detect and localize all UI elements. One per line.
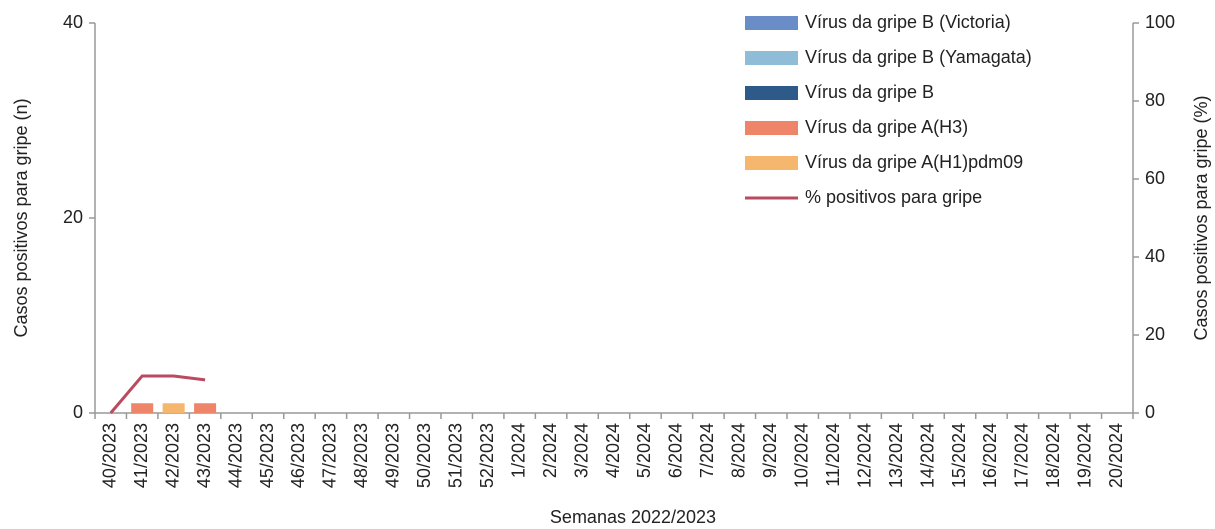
y-axis-label: Casos positivos para gripe (n) bbox=[11, 98, 31, 337]
y2-tick-label: 100 bbox=[1145, 12, 1175, 32]
legend-label: % positivos para gripe bbox=[805, 187, 982, 207]
x-tick-label: 8/2024 bbox=[729, 423, 749, 478]
x-tick-label: 16/2024 bbox=[980, 423, 1000, 488]
legend-label: Vírus da gripe B (Yamagata) bbox=[805, 47, 1032, 67]
x-tick-label: 20/2024 bbox=[1106, 423, 1126, 488]
x-tick-label: 2/2024 bbox=[540, 423, 560, 478]
y2-tick-label: 20 bbox=[1145, 324, 1165, 344]
x-tick-label: 44/2023 bbox=[225, 423, 245, 488]
x-tick-label: 52/2023 bbox=[477, 423, 497, 488]
x-tick-label: 49/2023 bbox=[383, 423, 403, 488]
legend-label: Vírus da gripe A(H1)pdm09 bbox=[805, 152, 1023, 172]
x-tick-label: 40/2023 bbox=[99, 423, 119, 488]
y2-tick-label: 0 bbox=[1145, 402, 1155, 422]
x-tick-label: 46/2023 bbox=[288, 423, 308, 488]
x-tick-label: 50/2023 bbox=[414, 423, 434, 488]
y2-tick-label: 40 bbox=[1145, 246, 1165, 266]
x-tick-label: 6/2024 bbox=[666, 423, 686, 478]
legend-swatch bbox=[745, 121, 798, 135]
x-tick-label: 19/2024 bbox=[1075, 423, 1095, 488]
bar bbox=[194, 403, 217, 413]
x-tick-label: 1/2024 bbox=[508, 423, 528, 478]
x-tick-label: 4/2024 bbox=[603, 423, 623, 478]
line bbox=[109, 374, 206, 414]
y-tick-label: 40 bbox=[63, 12, 83, 32]
legend-swatch bbox=[745, 86, 798, 100]
legend-swatch bbox=[745, 51, 798, 65]
x-tick-label: 15/2024 bbox=[949, 423, 969, 488]
legend-swatch bbox=[745, 156, 798, 170]
x-tick-label: 42/2023 bbox=[162, 423, 182, 488]
x-tick-label: 5/2024 bbox=[634, 423, 654, 478]
x-tick-label: 10/2024 bbox=[791, 423, 811, 488]
legend-label: Vírus da gripe B (Victoria) bbox=[805, 12, 1011, 32]
x-tick-label: 48/2023 bbox=[351, 423, 371, 488]
x-axis-label: Semanas 2022/2023 bbox=[550, 507, 716, 527]
x-tick-label: 47/2023 bbox=[320, 423, 340, 488]
x-tick-label: 45/2023 bbox=[257, 423, 277, 488]
x-tick-label: 9/2024 bbox=[760, 423, 780, 478]
y2-tick-label: 80 bbox=[1145, 90, 1165, 110]
x-tick-label: 18/2024 bbox=[1043, 423, 1063, 488]
bar bbox=[131, 403, 154, 413]
y-tick-label: 20 bbox=[63, 207, 83, 227]
x-tick-label: 17/2024 bbox=[1012, 423, 1032, 488]
y-tick-label: 0 bbox=[73, 402, 83, 422]
x-tick-label: 7/2024 bbox=[697, 423, 717, 478]
x-tick-label: 14/2024 bbox=[917, 423, 937, 488]
y2-axis-label: Casos positivos para gripe (%) bbox=[1191, 95, 1211, 340]
x-tick-label: 43/2023 bbox=[194, 423, 214, 488]
x-tick-label: 41/2023 bbox=[131, 423, 151, 488]
bar bbox=[162, 403, 185, 413]
legend-label: Vírus da gripe B bbox=[805, 82, 934, 102]
x-tick-label: 3/2024 bbox=[571, 423, 591, 478]
x-tick-label: 11/2024 bbox=[823, 423, 843, 487]
y2-tick-label: 60 bbox=[1145, 168, 1165, 188]
x-tick-label: 13/2024 bbox=[886, 423, 906, 488]
legend-label: Vírus da gripe A(H3) bbox=[805, 117, 968, 137]
x-tick-label: 51/2023 bbox=[445, 423, 465, 488]
legend-swatch bbox=[745, 16, 798, 30]
x-tick-label: 12/2024 bbox=[854, 423, 874, 488]
